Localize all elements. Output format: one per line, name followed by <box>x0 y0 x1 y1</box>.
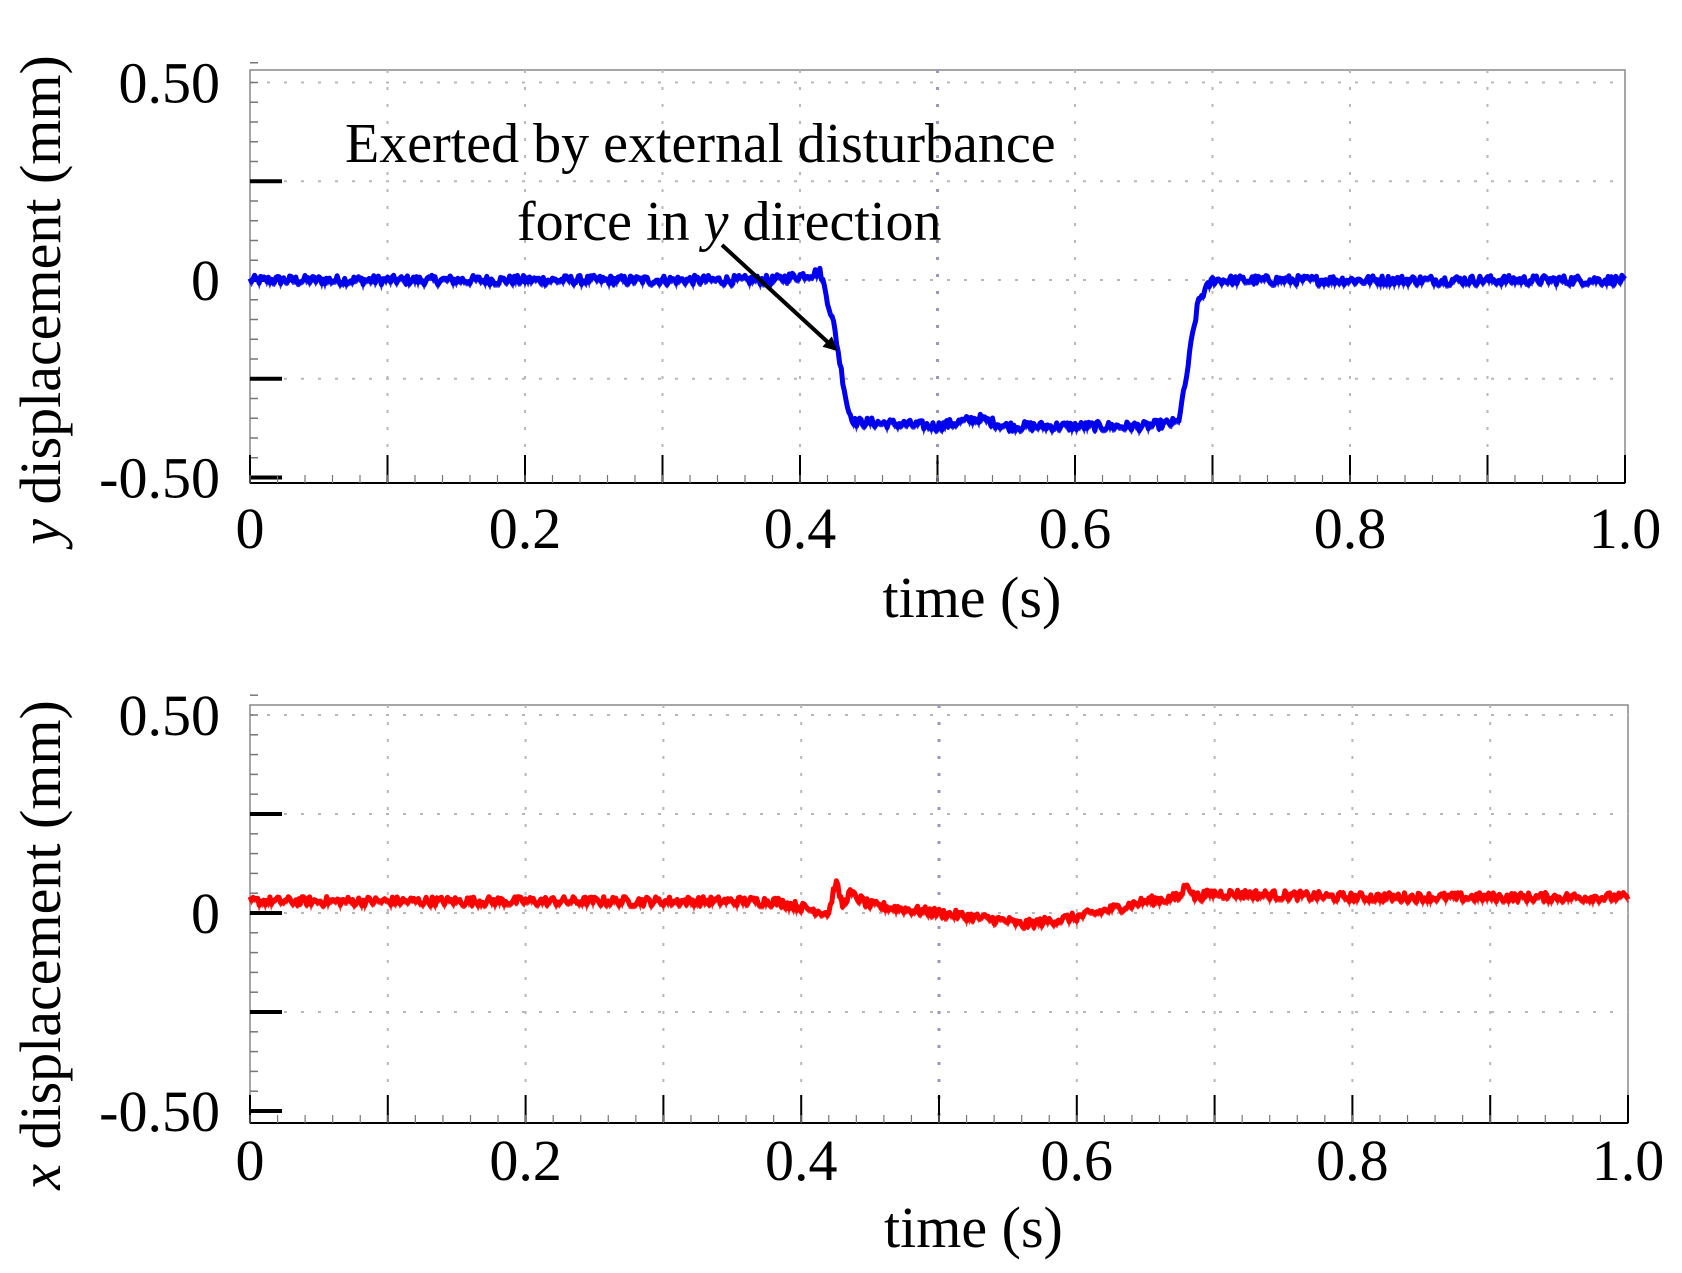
x-tick-label: 0.2 <box>489 1128 562 1193</box>
y-tick-label: -0.50 <box>99 1079 220 1144</box>
y-tick-label: -0.50 <box>99 446 220 511</box>
y-axis-title: x displacement (mm) <box>8 700 73 1191</box>
x-tick-label: 0.6 <box>1039 496 1112 561</box>
y-tick-label: 0.50 <box>119 683 221 748</box>
x-tick-label: 0 <box>236 496 265 561</box>
y-axis-var: x <box>8 1164 73 1191</box>
y-tick-label: 0 <box>191 248 220 313</box>
y-axis-var: y <box>8 519 73 550</box>
x-tick-label: 0 <box>236 1128 265 1193</box>
series-line <box>247 878 1631 931</box>
x-tick-label: 0.8 <box>1316 1128 1389 1193</box>
series-line-noise <box>249 879 1629 932</box>
x-tick-label: 1.0 <box>1592 1128 1665 1193</box>
x-axis-title: time (s) <box>882 565 1061 630</box>
series-line-noise <box>249 270 1626 437</box>
x-tick-label: 1.0 <box>1589 496 1662 561</box>
x-axis-title: time (s) <box>884 1195 1063 1260</box>
annotation-arrow <box>720 243 838 352</box>
x-tick-label: 0.6 <box>1041 1128 1114 1193</box>
annotation-line-1: Exerted by external disturbance <box>345 113 1056 175</box>
x-tick-label: 0.2 <box>489 496 562 561</box>
y-axis-rest: displacement (mm) <box>8 700 73 1164</box>
x-tick-label: 0.8 <box>1314 496 1387 561</box>
x-tick-label: 0.4 <box>764 496 837 561</box>
y-axis-title: y displacement (mm) <box>8 55 73 550</box>
y-tick-label: 0.50 <box>119 51 221 116</box>
x-tick-label: 0.4 <box>765 1128 838 1193</box>
y-tick-label: 0 <box>191 881 220 946</box>
y-axis-rest: displacement (mm) <box>8 55 73 519</box>
annotation-line-2: force in y direction <box>517 191 941 253</box>
